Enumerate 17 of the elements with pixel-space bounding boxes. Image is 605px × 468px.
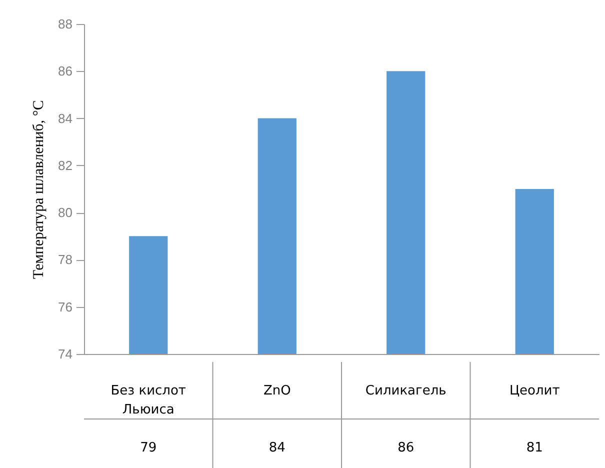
data-label: 79 xyxy=(140,440,157,456)
y-tick-label: 88 xyxy=(58,16,72,32)
x-tick-label: ZnO xyxy=(263,384,291,398)
y-tick-label: 80 xyxy=(58,205,72,220)
x-tick-label: Цеолит xyxy=(509,384,560,398)
data-label: 84 xyxy=(268,440,286,456)
x-tick-label: Силикагель xyxy=(365,384,446,398)
y-tick-label: 82 xyxy=(58,158,72,173)
y-axis-title: Температура шлавлениб, °C xyxy=(31,100,48,279)
y-tick-label: 84 xyxy=(58,110,72,126)
y-tick-label: 76 xyxy=(58,299,72,314)
data-label: 86 xyxy=(398,440,414,456)
x-tick-label: Без кислот Льюиса xyxy=(110,384,186,418)
y-tick-label: 78 xyxy=(58,252,72,268)
y-tick-label: 74 xyxy=(58,346,72,362)
y-tick-label: 86 xyxy=(58,64,72,79)
data-label: 81 xyxy=(526,440,543,456)
